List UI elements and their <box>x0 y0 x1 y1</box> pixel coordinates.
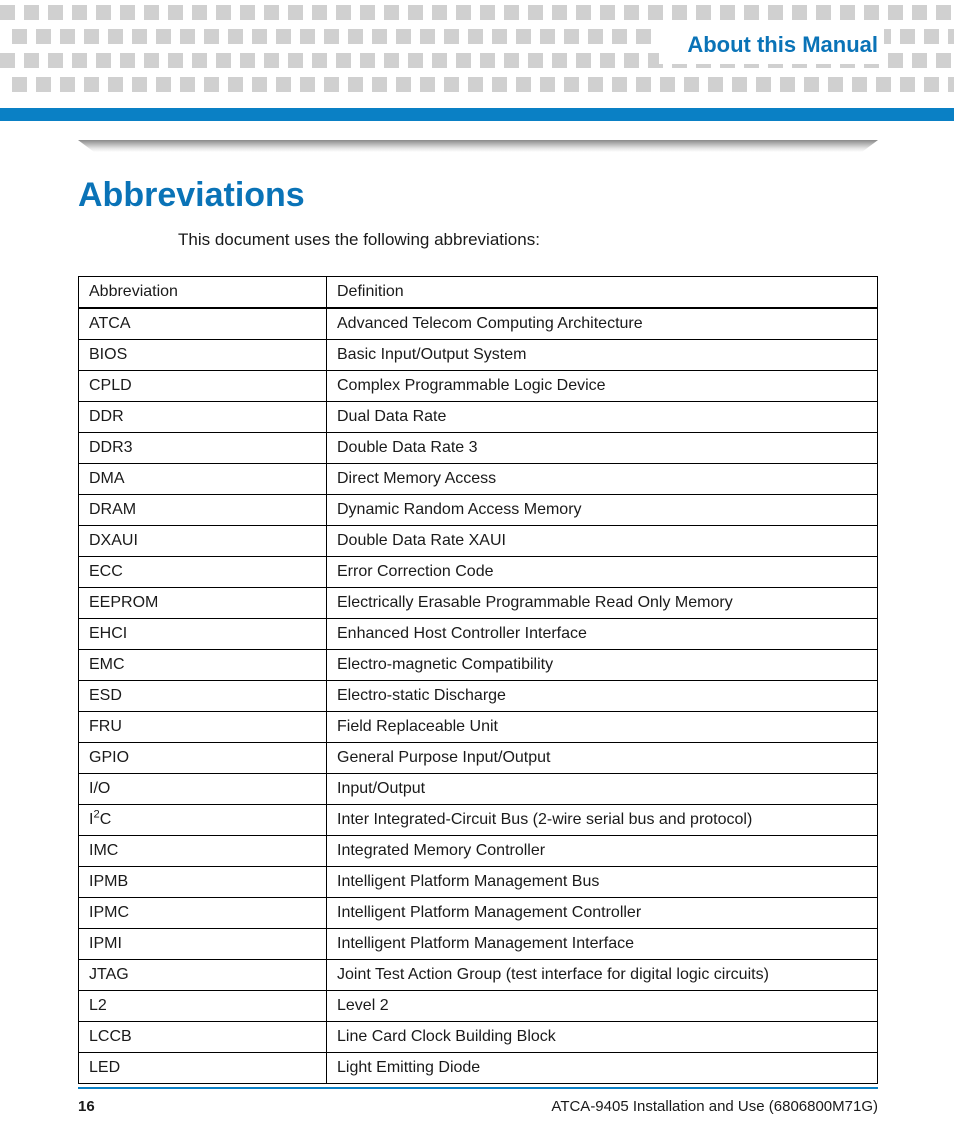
cell-def: General Purpose Input/Output <box>327 743 878 774</box>
cell-def: Complex Programmable Logic Device <box>327 371 878 402</box>
cell-def: Electro-magnetic Compatibility <box>327 650 878 681</box>
col-header-def: Definition <box>327 277 878 309</box>
table-row: L2Level 2 <box>79 991 878 1022</box>
page: About this Manual Abbreviations This doc… <box>0 0 954 1145</box>
table-row: BIOSBasic Input/Output System <box>79 340 878 371</box>
table-row: DDR3Double Data Rate 3 <box>79 433 878 464</box>
header-blue-bar <box>0 108 954 121</box>
table-row: FRUField Replaceable Unit <box>79 712 878 743</box>
cell-abbr: DMA <box>79 464 327 495</box>
abbreviations-table: Abbreviation Definition ATCAAdvanced Tel… <box>78 276 878 1084</box>
cell-abbr: IPMI <box>79 929 327 960</box>
cell-def: Input/Output <box>327 774 878 805</box>
table-row: GPIOGeneral Purpose Input/Output <box>79 743 878 774</box>
cell-abbr: I2C <box>79 805 327 836</box>
cell-abbr: LED <box>79 1053 327 1084</box>
cell-def: Field Replaceable Unit <box>327 712 878 743</box>
table-row: I2CInter Integrated-Circuit Bus (2-wire … <box>79 805 878 836</box>
cell-abbr: FRU <box>79 712 327 743</box>
page-number: 16 <box>78 1098 95 1115</box>
cell-def: Double Data Rate XAUI <box>327 526 878 557</box>
cell-def: Electrically Erasable Programmable Read … <box>327 588 878 619</box>
table-row: I/OInput/Output <box>79 774 878 805</box>
section-intro-text: This document uses the following abbrevi… <box>178 230 540 250</box>
table-header-row: Abbreviation Definition <box>79 277 878 309</box>
table-row: DXAUIDouble Data Rate XAUI <box>79 526 878 557</box>
cell-def: Integrated Memory Controller <box>327 836 878 867</box>
cell-abbr: LCCB <box>79 1022 327 1053</box>
cell-def: Double Data Rate 3 <box>327 433 878 464</box>
cell-def: Dual Data Rate <box>327 402 878 433</box>
table-row: EHCIEnhanced Host Controller Interface <box>79 619 878 650</box>
cell-def: Light Emitting Diode <box>327 1053 878 1084</box>
col-header-abbr: Abbreviation <box>79 277 327 309</box>
cell-abbr: EEPROM <box>79 588 327 619</box>
cell-abbr: ESD <box>79 681 327 712</box>
cell-def: Intelligent Platform Management Interfac… <box>327 929 878 960</box>
cell-def: Line Card Clock Building Block <box>327 1022 878 1053</box>
table-row: IPMCIntelligent Platform Management Cont… <box>79 898 878 929</box>
cell-abbr: IPMB <box>79 867 327 898</box>
cell-def: Dynamic Random Access Memory <box>327 495 878 526</box>
table-row: ESDElectro-static Discharge <box>79 681 878 712</box>
cell-abbr: CPLD <box>79 371 327 402</box>
cell-abbr: ECC <box>79 557 327 588</box>
table-row: EMCElectro-magnetic Compatibility <box>79 650 878 681</box>
cell-def: Electro-static Discharge <box>327 681 878 712</box>
footer-rule <box>78 1087 878 1089</box>
table-row: DMADirect Memory Access <box>79 464 878 495</box>
cell-def: Basic Input/Output System <box>327 340 878 371</box>
section-title: Abbreviations <box>78 176 305 215</box>
table-row: DRAMDynamic Random Access Memory <box>79 495 878 526</box>
running-header-title: About this Manual <box>659 26 884 64</box>
cell-abbr: IMC <box>79 836 327 867</box>
table-row: ATCAAdvanced Telecom Computing Architect… <box>79 308 878 340</box>
cell-def: Direct Memory Access <box>327 464 878 495</box>
header-grey-divider <box>78 140 878 152</box>
cell-def: Level 2 <box>327 991 878 1022</box>
cell-def: Inter Integrated-Circuit Bus (2-wire ser… <box>327 805 878 836</box>
cell-abbr: DDR3 <box>79 433 327 464</box>
table-row: IPMBIntelligent Platform Management Bus <box>79 867 878 898</box>
cell-abbr: DXAUI <box>79 526 327 557</box>
table-row: IMCIntegrated Memory Controller <box>79 836 878 867</box>
table-row: DDRDual Data Rate <box>79 402 878 433</box>
cell-def: Joint Test Action Group (test interface … <box>327 960 878 991</box>
table-row: ECCError Correction Code <box>79 557 878 588</box>
cell-def: Enhanced Host Controller Interface <box>327 619 878 650</box>
cell-abbr: IPMC <box>79 898 327 929</box>
cell-def: Intelligent Platform Management Controll… <box>327 898 878 929</box>
cell-abbr: BIOS <box>79 340 327 371</box>
table-row: LEDLight Emitting Diode <box>79 1053 878 1084</box>
cell-def: Error Correction Code <box>327 557 878 588</box>
cell-abbr: I/O <box>79 774 327 805</box>
cell-abbr: EHCI <box>79 619 327 650</box>
cell-abbr: DDR <box>79 402 327 433</box>
cell-abbr: DRAM <box>79 495 327 526</box>
cell-def: Advanced Telecom Computing Architecture <box>327 308 878 340</box>
footer-doc-title: ATCA-9405 Installation and Use (6806800M… <box>551 1098 878 1115</box>
table-row: CPLDComplex Programmable Logic Device <box>79 371 878 402</box>
cell-abbr: ATCA <box>79 308 327 340</box>
cell-def: Intelligent Platform Management Bus <box>327 867 878 898</box>
table-row: JTAGJoint Test Action Group (test interf… <box>79 960 878 991</box>
table-row: EEPROMElectrically Erasable Programmable… <box>79 588 878 619</box>
cell-abbr: L2 <box>79 991 327 1022</box>
table-row: LCCBLine Card Clock Building Block <box>79 1022 878 1053</box>
cell-abbr: EMC <box>79 650 327 681</box>
cell-abbr: JTAG <box>79 960 327 991</box>
cell-abbr: GPIO <box>79 743 327 774</box>
table-row: IPMIIntelligent Platform Management Inte… <box>79 929 878 960</box>
